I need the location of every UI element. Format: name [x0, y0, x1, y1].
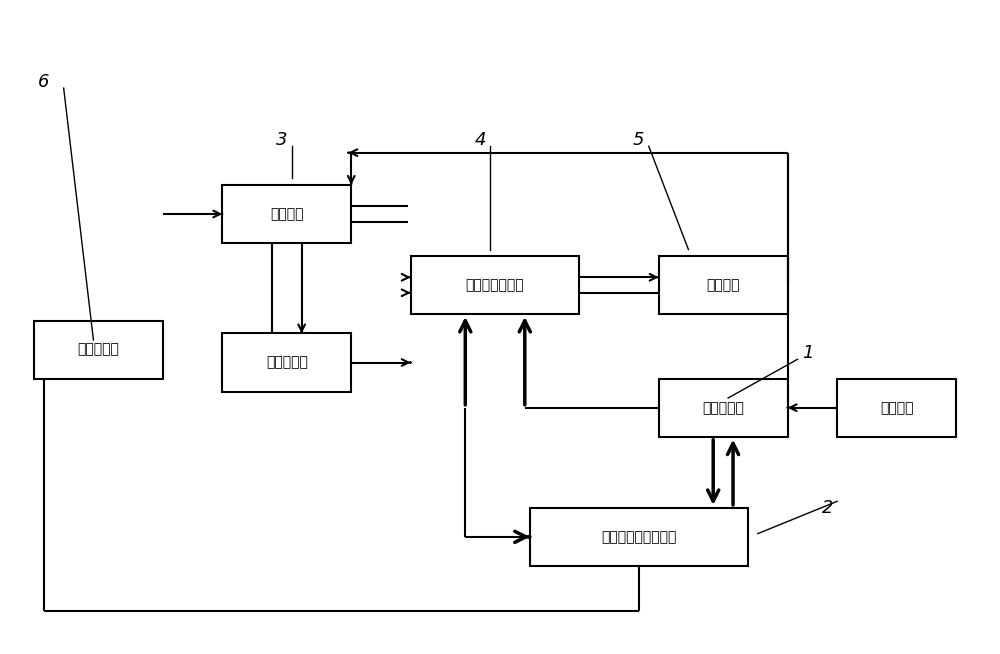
Text: 远程监控备用控制器: 远程监控备用控制器	[601, 530, 677, 544]
Bar	[659, 379, 788, 437]
Text: 钥匙开关: 钥匙开关	[880, 401, 913, 415]
Text: 6: 6	[38, 73, 50, 91]
Text: 转向电机控制器: 转向电机控制器	[466, 278, 524, 292]
Bar	[411, 256, 579, 314]
Bar	[530, 508, 748, 566]
Bar	[222, 334, 351, 392]
Bar	[837, 379, 956, 437]
Text: 转向电机: 转向电机	[706, 278, 740, 292]
Text: 3: 3	[276, 131, 288, 148]
Text: 高压配电箱: 高压配电箱	[266, 356, 308, 370]
Bar	[659, 256, 788, 314]
Text: 2: 2	[822, 499, 833, 517]
Text: 中间继电器: 中间继电器	[77, 343, 119, 356]
Text: 5: 5	[633, 131, 645, 148]
Text: 整车控制器: 整车控制器	[702, 401, 744, 415]
Bar	[34, 320, 163, 379]
Text: 动力电池: 动力电池	[270, 207, 304, 221]
Text: 1: 1	[802, 344, 813, 362]
Text: 4: 4	[474, 131, 486, 148]
Bar	[222, 185, 351, 243]
